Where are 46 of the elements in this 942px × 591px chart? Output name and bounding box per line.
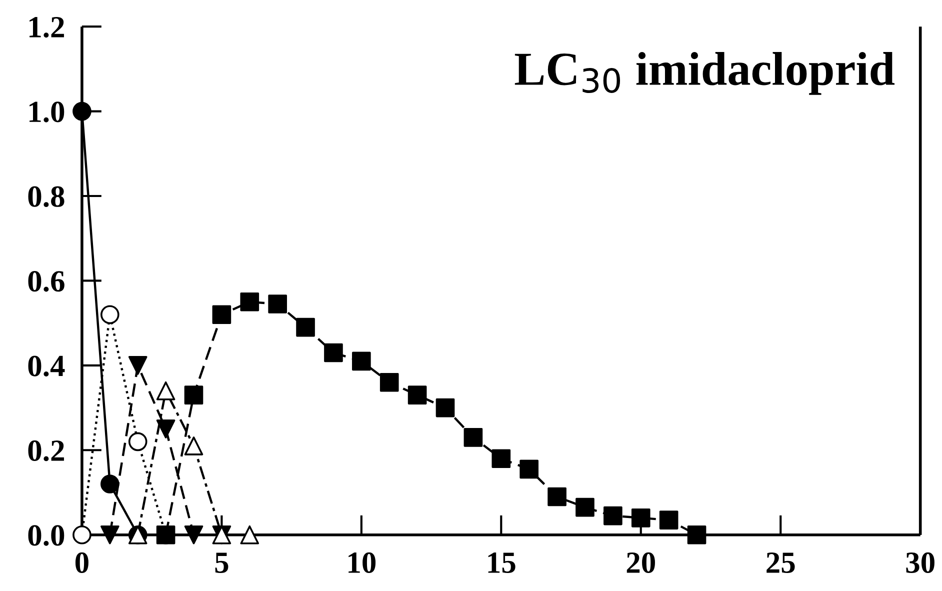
y-tick-label: 0.0 [28,525,64,546]
point [156,420,176,438]
point [408,386,427,404]
y-tick-label: 0.8 [28,186,64,208]
point [324,343,343,362]
chart-title: LC$_{30}$ imidacloprid [514,52,895,95]
point [212,305,232,324]
point [352,352,371,371]
point [520,460,538,479]
point [631,508,650,528]
y-tick-label: 1.0 [30,102,64,122]
point [436,398,455,418]
point [156,381,176,400]
x-tick-label: 10 [348,552,376,574]
point [72,102,92,121]
point [240,525,260,544]
point [464,428,483,447]
x-tick-label: 15 [488,552,516,574]
point [296,318,315,337]
point [268,294,287,314]
point [548,487,566,506]
point [100,474,120,494]
point [380,372,399,392]
point [128,356,148,375]
x-tick-label: 0 [75,552,88,574]
point [687,525,706,544]
point [492,449,511,468]
point [72,525,92,544]
y-tick-label: 0.6 [28,271,64,292]
point [100,525,120,544]
point [576,498,594,517]
x-tick-label: 5 [215,552,228,574]
x-tick-label: 20 [626,552,655,574]
point [604,506,622,526]
point [240,292,260,312]
point [659,510,678,530]
y-tick-label: 0.4 [28,356,65,376]
x-tick-label: 30 [906,552,934,574]
point [100,305,120,324]
y-tick-label: 1.2 [30,16,64,38]
point [184,525,204,544]
point [128,432,148,452]
x-tick-label: 25 [766,552,795,574]
y-tick-label: 0.2 [28,440,64,462]
point [184,436,204,456]
point [184,386,204,404]
